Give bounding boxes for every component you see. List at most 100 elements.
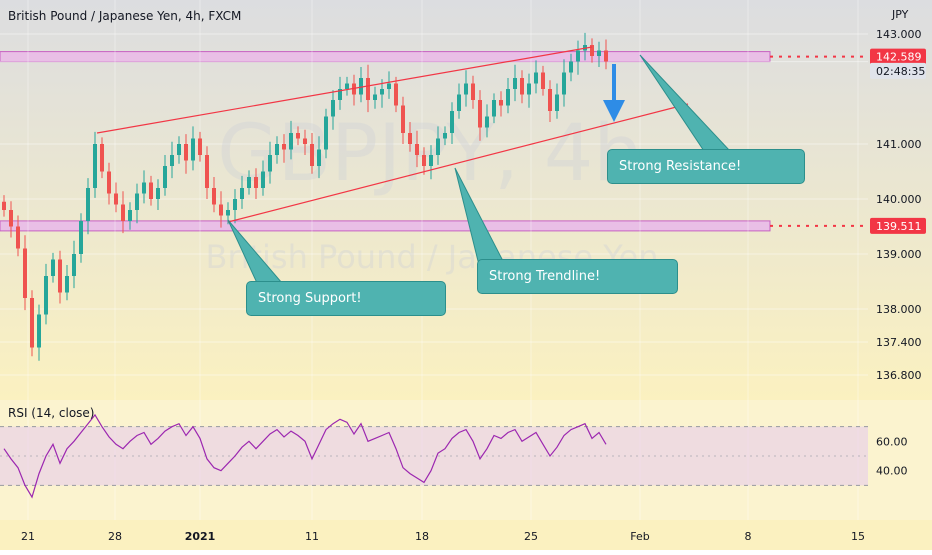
candle — [590, 38, 594, 63]
countdown-tag-box — [870, 62, 926, 79]
candle-body — [464, 83, 468, 95]
resistance-price-tag-box — [870, 48, 926, 65]
candle-body — [51, 259, 55, 276]
time-tick-label: 15 — [851, 530, 865, 543]
candle-body — [317, 149, 321, 166]
candle — [16, 215, 20, 257]
price-tick-label: 140.000 — [876, 193, 922, 206]
candle-body — [387, 83, 391, 89]
support-price-tag-label: 139.511 — [876, 220, 922, 233]
candle-body — [499, 100, 503, 106]
candle-body — [485, 116, 489, 128]
candle — [352, 74, 356, 106]
candle — [114, 182, 118, 213]
candle — [275, 136, 279, 164]
candle-body — [541, 72, 545, 89]
candle — [597, 41, 601, 67]
candle — [107, 162, 111, 205]
candle-body — [219, 204, 223, 216]
candle-body — [366, 78, 370, 100]
candle — [324, 108, 328, 159]
price-tick-label: 139.000 — [876, 248, 922, 261]
candle — [240, 175, 244, 209]
candle — [177, 136, 181, 164]
candle — [93, 131, 97, 198]
candle — [331, 90, 335, 130]
rsi-tick-label: 60.00 — [876, 435, 908, 448]
candle-body — [527, 83, 531, 95]
candle — [128, 202, 132, 230]
candle-body — [128, 210, 132, 221]
time-tick-label: 18 — [415, 530, 429, 543]
candle-body — [121, 204, 125, 221]
candle — [296, 126, 300, 146]
rsi-line — [3, 413, 607, 499]
candle — [51, 252, 55, 283]
down-arrow-head — [603, 100, 625, 122]
candle — [408, 122, 412, 152]
candle-body — [401, 105, 405, 133]
candle-body — [457, 94, 461, 111]
candle — [464, 70, 468, 107]
candle — [23, 235, 27, 311]
candle — [289, 120, 293, 160]
rsi-title: RSI (14, close) — [8, 406, 95, 420]
candle-body — [212, 188, 216, 205]
candle-body — [338, 89, 342, 100]
candle-body — [345, 83, 349, 89]
candle-body — [296, 133, 300, 139]
candle — [219, 191, 223, 228]
countdown-tag-label: 02:48:35 — [876, 65, 925, 78]
candle-body — [282, 144, 286, 150]
time-tick-label: 25 — [524, 530, 538, 543]
candle — [72, 240, 76, 289]
candle-body — [597, 50, 601, 56]
candle-body — [513, 78, 517, 89]
candle-body — [37, 314, 41, 348]
candle — [415, 130, 419, 168]
candle — [156, 179, 160, 210]
candle — [135, 183, 139, 224]
chart-title: British Pound / Japanese Yen, 4h, FXCM — [8, 9, 242, 23]
price-tick-label: 137.400 — [876, 336, 922, 349]
candle — [163, 155, 167, 196]
candle-body — [471, 83, 475, 100]
time-tick-label: 8 — [745, 530, 752, 543]
candle-body — [373, 94, 377, 100]
candle-body — [142, 182, 146, 194]
candle — [366, 64, 370, 113]
candle-body — [44, 276, 48, 315]
lower-channel-line — [227, 103, 689, 223]
candle — [541, 65, 545, 96]
candle — [268, 141, 272, 184]
candle-body — [303, 138, 307, 144]
candle-body — [261, 171, 265, 188]
candle — [198, 131, 202, 162]
candle-body — [359, 78, 363, 95]
candle — [37, 304, 41, 361]
support-callout-text: Strong Support! — [258, 291, 362, 306]
upper-channel-line — [96, 46, 593, 134]
currency-unit: JPY — [892, 8, 909, 21]
trendline-callout-text: Strong Trendline! — [489, 269, 601, 284]
candle — [429, 145, 433, 180]
candle-body — [247, 177, 251, 188]
candle-body — [492, 100, 496, 117]
candle-body — [478, 100, 482, 128]
candle — [450, 102, 454, 144]
candle-body — [93, 144, 97, 188]
price-tick-label: 143.000 — [876, 28, 922, 41]
candle-body — [548, 89, 552, 111]
candle — [317, 136, 321, 179]
candle-body — [135, 193, 139, 210]
candle — [534, 60, 538, 94]
candle — [436, 126, 440, 165]
candle-body — [506, 89, 510, 106]
candle-body — [205, 155, 209, 188]
price-tick-label: 138.000 — [876, 303, 922, 316]
candle-body — [562, 72, 566, 95]
time-tick-label: 21 — [21, 530, 35, 543]
candle-body — [156, 188, 160, 199]
